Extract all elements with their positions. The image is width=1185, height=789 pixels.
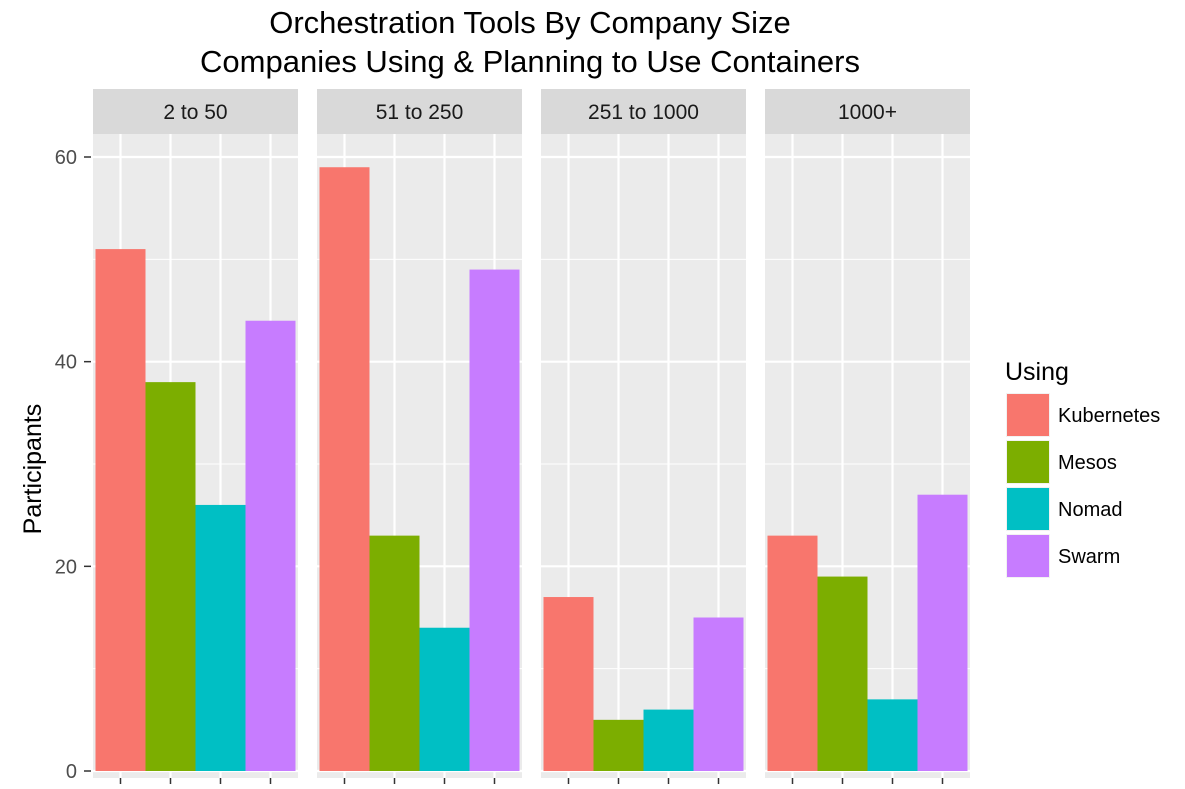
y-tick-label: 20 xyxy=(55,556,77,578)
facet-label: 251 to 1000 xyxy=(588,101,699,124)
bar-nomad xyxy=(867,699,918,771)
facet-strip xyxy=(541,89,746,134)
chart-title: Orchestration Tools By Company Size xyxy=(269,5,791,40)
facet-strip xyxy=(765,89,970,134)
facet-panels: 2 to 50 51 to 250 251 to 1000 1000+ xyxy=(93,89,970,784)
legend-key-mesos xyxy=(1007,441,1049,483)
bar-kubernetes xyxy=(319,167,370,771)
bar-nomad xyxy=(195,504,246,771)
y-axis-title: Participants xyxy=(19,404,47,535)
legend-label: Mesos xyxy=(1058,452,1117,474)
bar-swarm xyxy=(917,494,968,771)
bar-swarm xyxy=(245,320,296,771)
legend: Using Kubernetes Mesos Nomad Swarm xyxy=(1005,358,1160,578)
facet-strip xyxy=(93,89,298,134)
y-tick-label: 60 xyxy=(55,147,77,169)
bar-mesos xyxy=(145,382,196,771)
facet-strip xyxy=(317,89,522,134)
legend-key-kubernetes xyxy=(1007,394,1049,436)
bar-swarm xyxy=(693,617,744,771)
bar-nomad xyxy=(643,709,694,771)
y-axis: 0 20 40 60 xyxy=(55,147,91,783)
y-tick-label: 0 xyxy=(66,761,77,783)
legend-label: Kubernetes xyxy=(1058,405,1160,427)
legend-title: Using xyxy=(1005,358,1069,386)
y-tick-label: 40 xyxy=(55,352,77,374)
chart-subtitle: Companies Using & Planning to Use Contai… xyxy=(200,44,860,79)
legend-key-swarm xyxy=(1007,535,1049,577)
facet-label: 2 to 50 xyxy=(163,101,227,124)
bar-kubernetes xyxy=(95,249,146,772)
facet-panel: 251 to 1000 xyxy=(541,89,746,784)
legend-label: Nomad xyxy=(1058,499,1122,521)
legend-label: Swarm xyxy=(1058,546,1120,568)
facet-panel: 51 to 250 xyxy=(317,89,522,784)
facet-label: 1000+ xyxy=(838,101,897,124)
bar-kubernetes xyxy=(767,535,818,771)
bar-nomad xyxy=(419,627,470,771)
bar-mesos xyxy=(369,535,420,771)
facet-panel: 2 to 50 xyxy=(93,89,298,784)
bar-kubernetes xyxy=(543,597,594,771)
facet-label: 51 to 250 xyxy=(376,101,464,124)
legend-key-nomad xyxy=(1007,488,1049,530)
bar-mesos xyxy=(817,576,868,771)
bar-swarm xyxy=(469,269,520,771)
bar-mesos xyxy=(593,719,644,771)
facet-panel: 1000+ xyxy=(765,89,970,784)
